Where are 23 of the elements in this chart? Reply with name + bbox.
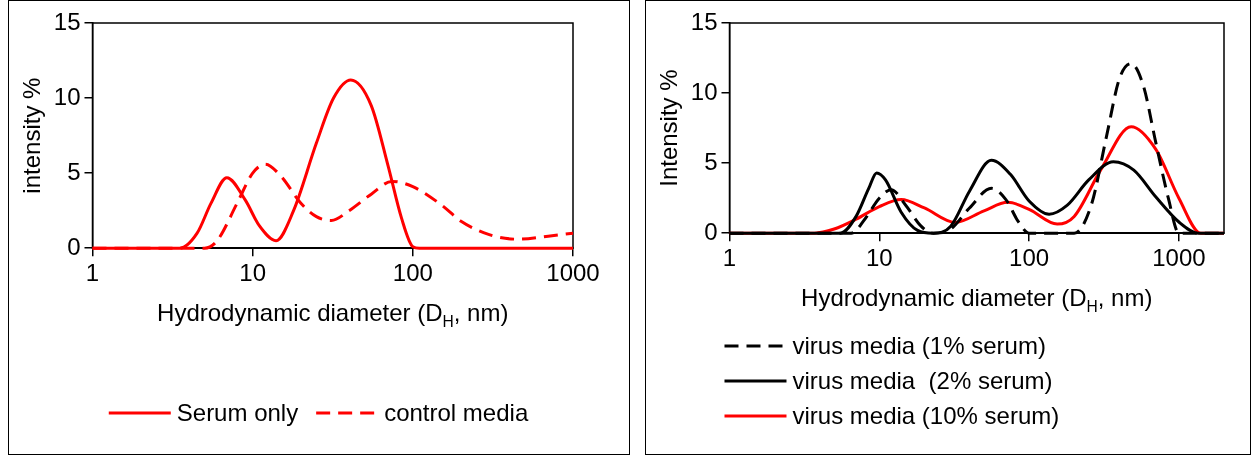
y-axis-title: Intensity % xyxy=(655,69,683,187)
y-tick-label: 5 xyxy=(704,147,718,175)
y-tick-label: 0 xyxy=(67,232,81,260)
x-tick-label: 100 xyxy=(392,259,433,287)
x-tick-label: 1 xyxy=(85,259,100,287)
x-tick-label: 10 xyxy=(865,244,893,272)
y-tick-label: 10 xyxy=(53,82,81,110)
legend-label: control media xyxy=(384,398,529,426)
y-tick-label: 15 xyxy=(690,7,718,35)
x-tick-label: 1000 xyxy=(546,259,600,287)
y-tick-label: 5 xyxy=(67,157,81,185)
legend-label: virus media (1% serum) xyxy=(792,331,1046,359)
legend-label: virus media (2% serum) xyxy=(792,366,1053,394)
x-tick-label: 1000 xyxy=(1152,244,1206,272)
x-tick-label: 10 xyxy=(239,259,267,287)
y-tick-label: 15 xyxy=(53,7,81,35)
y-tick-label: 10 xyxy=(690,77,718,105)
x-tick-label: 100 xyxy=(1009,244,1050,272)
y-tick-label: 0 xyxy=(704,217,718,245)
x-tick-label: 1 xyxy=(722,244,737,272)
y-axis-title: intensity % xyxy=(18,77,46,194)
legend-label: Serum only xyxy=(176,398,299,426)
legend-label: virus media (10% serum) xyxy=(792,401,1060,429)
